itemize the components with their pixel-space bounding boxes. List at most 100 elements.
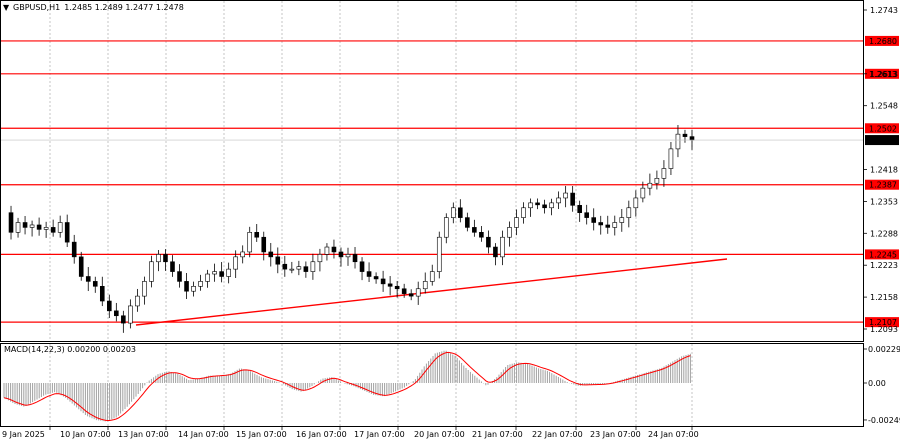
candle-body: [654, 178, 660, 184]
candle-body: [78, 256, 84, 277]
candle-body: [577, 205, 582, 213]
candle-body: [570, 192, 575, 206]
candle-body: [296, 266, 302, 270]
candle-body: [177, 271, 182, 282]
level-label: 1.2245: [869, 250, 897, 259]
price-tick-label: 1.2743: [870, 6, 898, 15]
candle-body: [57, 222, 63, 233]
candle-body: [507, 227, 512, 238]
candle-body: [626, 207, 632, 218]
candle-body: [282, 263, 288, 270]
candle-body: [36, 224, 42, 230]
level-tag: [865, 249, 899, 260]
candle-body: [549, 202, 554, 209]
candle-body: [121, 315, 126, 324]
candle-body: [240, 251, 245, 258]
macd-tick-label: 0.00229: [868, 345, 900, 354]
current-price-tag: [865, 135, 899, 146]
candle-body: [212, 271, 217, 275]
candle-body: [268, 251, 274, 258]
price-tick-label: 1.2158: [870, 293, 898, 302]
macd-header: MACD(14,22,3) 0.00200 0.00203: [4, 345, 136, 354]
candle-body: [598, 222, 604, 226]
candle-body: [415, 288, 421, 297]
candle-body: [387, 283, 393, 287]
candle-body: [275, 256, 281, 265]
level-tag: [865, 35, 899, 46]
price-tick-label: 1.2223: [870, 261, 898, 270]
macd-tick-label: 0.00: [868, 379, 886, 388]
chart-menu-arrow-icon[interactable]: ▼: [3, 3, 10, 12]
candle-body: [556, 197, 561, 204]
level-lines[interactable]: 1.2680 1.2613 1.2502 1.2387 1.2245 1.2107: [1, 35, 899, 328]
macd-indicator: [3, 350, 691, 422]
time-tick-label: 15 Jan 07:00: [236, 430, 287, 439]
price-axis: 1.2743 1.2613 1.2548 1.2418 1.2353 1.2288 1.22…: [863, 6, 899, 334]
price-tick-label: 1.2418: [870, 166, 898, 175]
level-label: 1.2680: [869, 37, 897, 46]
candle-body: [640, 187, 646, 199]
candle-body: [682, 133, 688, 137]
candle-body: [303, 266, 309, 272]
candle-body: [50, 227, 56, 233]
candle-body: [689, 136, 695, 141]
candle-body: [142, 281, 147, 297]
candle-body: [352, 254, 358, 263]
candle-body: [331, 246, 337, 253]
candle-body: [191, 286, 196, 292]
candle-body: [535, 202, 540, 206]
time-tick-label: 23 Jan 07:00: [590, 430, 641, 439]
candle-body: [408, 293, 414, 297]
time-tick-label: 17 Jan 07:00: [354, 430, 405, 439]
candle-body: [563, 192, 568, 199]
macd-plot-frame: [0, 343, 864, 427]
candle-body: [458, 207, 463, 218]
time-tick-label: 13 Jan 07:00: [118, 430, 169, 439]
candle-body: [184, 281, 189, 292]
candle-body: [71, 241, 77, 258]
current-price-label: 1.2478: [869, 136, 897, 145]
candle-body: [156, 254, 161, 263]
price-tick-label: 1.2353: [870, 197, 898, 206]
candle-body: [317, 254, 323, 263]
level-label: 1.2387: [869, 181, 897, 190]
candle-body: [584, 212, 589, 218]
candle-body: [359, 261, 365, 272]
candle-body: [92, 281, 98, 287]
candle-body: [528, 202, 533, 209]
candle-body: [443, 217, 449, 238]
level-tag: [865, 68, 899, 79]
candle-body: [668, 148, 674, 169]
candle-body: [198, 281, 203, 287]
candle-body: [486, 236, 491, 248]
candle-body: [135, 295, 140, 307]
candle-body: [99, 286, 105, 302]
candle-body: [366, 271, 372, 277]
candle-body: [514, 217, 519, 228]
time-tick-label: 21 Jan 07:00: [472, 430, 523, 439]
candle-body: [219, 271, 224, 277]
candle-body: [233, 256, 238, 270]
candle-body: [612, 222, 618, 228]
candle-body: [163, 254, 168, 263]
candle-body: [15, 222, 21, 233]
macd-signal-line: [3, 351, 691, 421]
candle-body: [226, 268, 231, 277]
candle-body: [324, 246, 330, 255]
trend-line[interactable]: [135, 258, 728, 326]
uptrend-line: [135, 258, 728, 326]
candle-body: [149, 261, 154, 282]
candle-body: [451, 207, 456, 218]
time-tick-label: 16 Jan 07:00: [296, 430, 347, 439]
time-tick-label: 14 Jan 07:00: [178, 430, 229, 439]
candle-body: [429, 271, 435, 282]
candle-body: [542, 204, 547, 209]
level-label: 1.2502: [869, 124, 897, 133]
candle-body: [261, 236, 267, 253]
symbol-header: GBPUSD,H1 1.2485 1.2489 1.2477 1.2478: [13, 3, 184, 12]
price-tick-label: 1.2093: [870, 325, 898, 334]
candlesticks: [1, 125, 863, 333]
candle-body: [605, 224, 611, 228]
